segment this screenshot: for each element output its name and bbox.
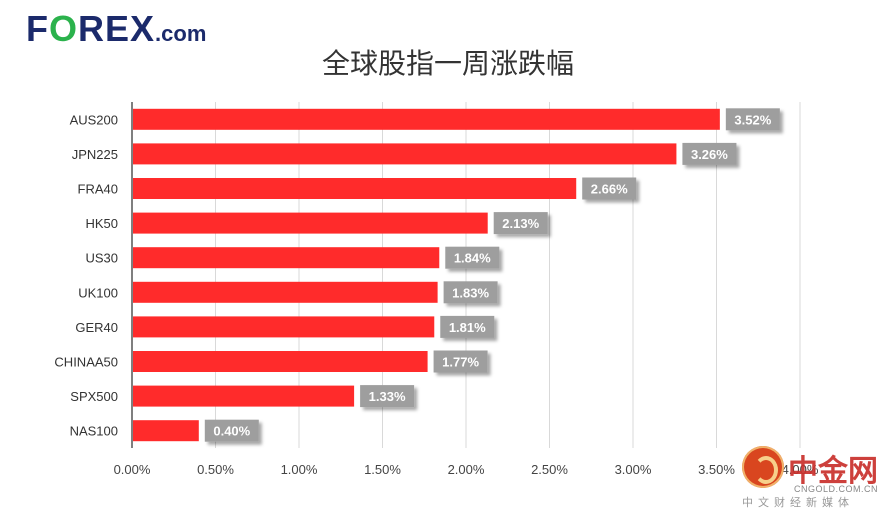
x-tick-label: 1.50% <box>364 462 401 477</box>
category-label: SPX500 <box>70 389 118 404</box>
data-label: 1.84% <box>454 251 491 266</box>
bar <box>133 351 428 372</box>
data-label-box <box>443 281 498 304</box>
bar <box>133 420 199 442</box>
x-tick-label: 0.50% <box>197 462 234 477</box>
category-label: US30 <box>85 251 118 266</box>
data-label: 2.66% <box>591 182 628 197</box>
cngold-logo-icon <box>742 446 784 488</box>
forex-logo: FOREX.com <box>26 8 206 50</box>
data-label: 1.77% <box>442 355 479 370</box>
bar <box>133 143 677 165</box>
x-tick-label: 2.00% <box>448 462 485 477</box>
bar <box>133 247 440 269</box>
data-label-box <box>440 315 495 338</box>
logo-letter-f: F <box>26 8 49 49</box>
bar <box>133 178 577 199</box>
watermark-subtitle: 中文财经新媒体 <box>742 496 854 509</box>
x-tick-label: 1.00% <box>281 462 318 477</box>
data-label-box <box>360 385 415 408</box>
watermark-url: CNGOLD.COM.CN <box>794 484 879 494</box>
bar <box>133 281 438 303</box>
bar <box>133 385 355 407</box>
logo-letter-o: O <box>49 8 79 49</box>
x-tick-label: 3.50% <box>698 462 735 477</box>
logo-letters-rex: REX <box>78 8 156 49</box>
data-label: 2.13% <box>502 216 539 231</box>
data-label-box <box>493 212 548 235</box>
cngold-watermark: 中金网 CNGOLD.COM.CN 中文财经新媒体 <box>740 444 890 514</box>
bar <box>133 108 720 130</box>
x-tick-label: 0.00% <box>114 462 151 477</box>
chart-title: 全球股指一周涨跌幅 <box>321 47 574 80</box>
data-label: 0.40% <box>213 424 250 439</box>
x-tick-label: 4.00% <box>782 462 819 477</box>
data-label-box <box>725 108 780 131</box>
x-tick-label: 2.50% <box>531 462 568 477</box>
data-label: 1.33% <box>369 389 406 404</box>
category-label: GER40 <box>75 320 118 335</box>
category-label: FRA40 <box>78 182 118 197</box>
data-label: 1.81% <box>449 320 486 335</box>
category-label: NAS100 <box>70 424 118 439</box>
data-label: 3.52% <box>734 112 771 127</box>
x-tick-label: 3.00% <box>615 462 652 477</box>
category-label: UK100 <box>78 285 118 300</box>
data-label-box <box>204 419 259 442</box>
category-label: AUS200 <box>70 112 118 127</box>
data-label: 1.83% <box>452 285 489 300</box>
data-label-box <box>682 142 737 165</box>
data-label-box <box>445 246 500 269</box>
data-label: 3.26% <box>691 147 728 162</box>
bar <box>133 212 488 234</box>
data-label-box <box>582 177 637 200</box>
category-label: JPN225 <box>72 147 118 162</box>
watermark-name: 中金网 <box>788 454 878 489</box>
bar <box>133 316 435 338</box>
data-label-box <box>433 350 488 373</box>
category-label: CHINAA50 <box>54 355 118 370</box>
category-label: HK50 <box>85 216 118 231</box>
logo-domain: .com <box>155 21 207 46</box>
